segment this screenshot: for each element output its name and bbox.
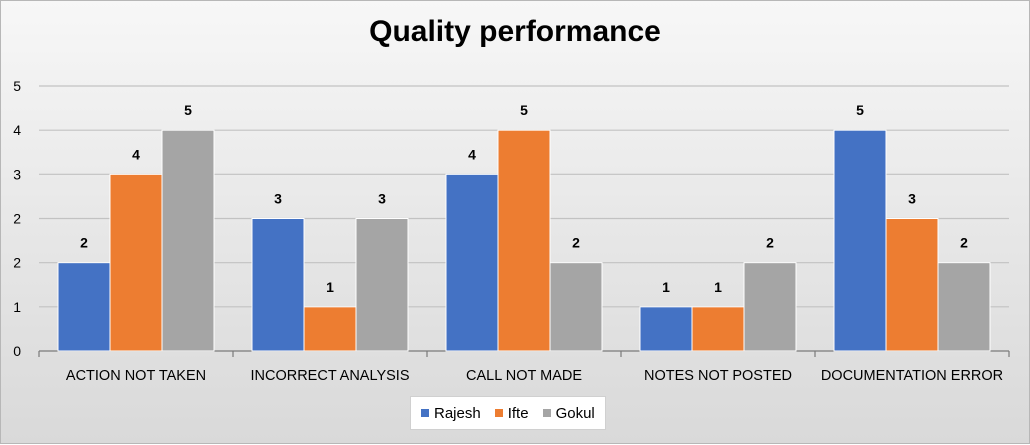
legend-swatch xyxy=(542,409,551,417)
bar xyxy=(691,306,745,352)
legend-swatch xyxy=(421,409,429,417)
y-tick-label: 1 xyxy=(13,299,21,315)
data-label: 3 xyxy=(378,191,386,207)
data-label: 1 xyxy=(326,279,334,295)
bar xyxy=(833,129,887,352)
category-label: CALL NOT MADE xyxy=(466,368,582,384)
legend-label: Gokul xyxy=(555,404,595,422)
data-label: 1 xyxy=(662,279,670,295)
data-label: 5 xyxy=(856,102,864,118)
chart-title: Quality performance xyxy=(369,15,661,48)
data-label: 2 xyxy=(572,235,580,251)
bar xyxy=(303,306,357,352)
category-label: NOTES NOT POSTED xyxy=(644,368,792,384)
data-label: 2 xyxy=(80,235,88,251)
legend-label: Ifte xyxy=(507,404,529,422)
bar xyxy=(251,218,305,352)
data-label: 3 xyxy=(908,191,916,207)
y-tick-label: 5 xyxy=(13,78,21,94)
legend-item: Ifte xyxy=(494,404,529,422)
data-label: 4 xyxy=(132,146,140,162)
bar xyxy=(57,262,111,352)
legend-item: Rajesh xyxy=(421,405,481,422)
bar xyxy=(445,173,499,352)
y-tick-label: 3 xyxy=(13,166,21,182)
legend-item: Gokul xyxy=(542,404,595,422)
data-label: 2 xyxy=(960,235,968,251)
data-label: 2 xyxy=(766,235,774,251)
legend-swatch xyxy=(494,409,503,417)
bar xyxy=(497,129,551,352)
bar xyxy=(549,262,603,352)
category-label: DOCUMENTATION ERROR xyxy=(821,368,1003,384)
data-label: 4 xyxy=(468,146,476,162)
y-tick-label: 2 xyxy=(13,211,21,227)
data-label: 5 xyxy=(184,102,192,118)
category-label: INCORRECT ANALYSIS xyxy=(250,368,409,384)
bar xyxy=(109,173,163,352)
category-label: ACTION NOT TAKEN xyxy=(66,368,206,384)
bar xyxy=(355,218,409,352)
y-tick-label: 4 xyxy=(13,122,21,138)
legend: Rajesh Ifte Gokul xyxy=(410,396,606,430)
bar xyxy=(639,306,693,352)
y-tick-label: 2 xyxy=(13,255,21,271)
legend-label: Rajesh xyxy=(434,404,481,422)
data-label: 1 xyxy=(714,279,722,295)
bar xyxy=(161,129,215,352)
bar xyxy=(885,218,939,352)
y-tick-label: 0 xyxy=(13,343,21,359)
bar xyxy=(937,262,991,352)
data-label: 5 xyxy=(520,102,528,118)
data-label: 3 xyxy=(274,191,282,207)
bar xyxy=(743,262,797,352)
